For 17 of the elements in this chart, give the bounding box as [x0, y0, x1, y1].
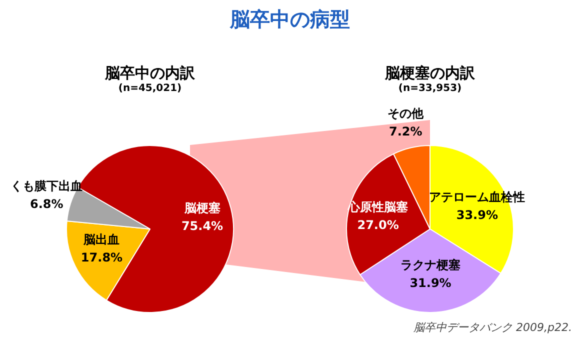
data-label: 31.9% — [410, 276, 452, 290]
data-label: 7.2% — [389, 124, 422, 138]
slice-label: ラクナ梗塞 — [400, 258, 461, 272]
chart-subtitle: (n=45,021) — [117, 83, 183, 94]
slice-label: 脳出血 — [82, 232, 120, 247]
chart-title: 脳梗塞の内訳 — [384, 64, 476, 83]
chart-subtitle: (n=33,953) — [397, 83, 463, 94]
slice-label: その他 — [388, 106, 425, 120]
data-label: 17.8% — [80, 250, 123, 265]
data-label: 27.0% — [357, 218, 399, 232]
data-label: 33.9% — [456, 208, 498, 222]
chart-title: 脳卒中の内訳 — [104, 64, 196, 83]
text: 脳卒中データバンク 2009,p22. — [414, 320, 572, 335]
data-label: 75.4% — [181, 218, 224, 233]
slice-label: 脳梗塞 — [183, 200, 220, 215]
text: 脳卒中の病型 — [228, 6, 351, 33]
data-label: 6.8% — [30, 197, 64, 212]
